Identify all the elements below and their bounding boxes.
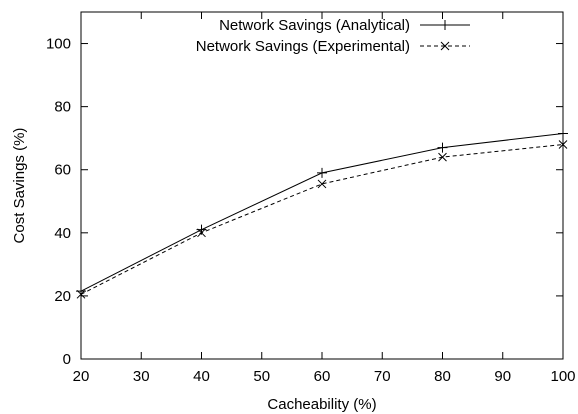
plot-border bbox=[80, 11, 564, 360]
x-tick-label: 90 bbox=[494, 368, 511, 385]
y-tick-label: 0 bbox=[63, 351, 71, 368]
data-point bbox=[558, 128, 568, 139]
series-layer bbox=[76, 128, 568, 299]
y-tick-label: 100 bbox=[46, 36, 71, 53]
y-tick-label: 80 bbox=[54, 99, 71, 116]
x-tick-label: 60 bbox=[314, 368, 331, 385]
x-axis-label: Cacheability (%) bbox=[267, 396, 376, 413]
data-point bbox=[558, 140, 568, 149]
plot-frame bbox=[80, 11, 564, 360]
series-2 bbox=[76, 140, 568, 299]
series-line bbox=[80, 132, 564, 292]
x-tick-label: 80 bbox=[434, 368, 451, 385]
y-tick-label: 40 bbox=[54, 225, 71, 242]
data-point bbox=[197, 228, 206, 238]
y-axis: 0 20 40 60 80 100 bbox=[46, 36, 563, 368]
y-tick-label: 20 bbox=[54, 288, 71, 305]
x-tick-label: 100 bbox=[550, 368, 575, 385]
data-point bbox=[76, 289, 86, 299]
y-tick-label: 60 bbox=[54, 162, 71, 179]
series-line bbox=[80, 143, 564, 295]
data-point bbox=[437, 142, 448, 153]
legend-marker bbox=[440, 41, 450, 51]
y-axis-label: Cost Savings (%) bbox=[11, 128, 28, 244]
legend: Network Savings (Analytical) Network Savi… bbox=[196, 17, 470, 55]
legend-item: Network Savings (Experimental) bbox=[196, 38, 470, 55]
x-tick-label: 40 bbox=[193, 368, 210, 385]
legend-label: Network Savings (Experimental) bbox=[196, 38, 410, 55]
legend-marker bbox=[440, 20, 450, 30]
data-point bbox=[317, 167, 327, 178]
data-point bbox=[317, 179, 327, 189]
x-tick-label: 20 bbox=[73, 368, 90, 385]
series-1 bbox=[76, 128, 568, 297]
x-tick-label: 50 bbox=[253, 368, 270, 385]
x-axis: 20 30 40 50 60 70 80 90 100 bbox=[73, 12, 576, 385]
data-point bbox=[438, 152, 447, 162]
legend-label: Network Savings (Analytical) bbox=[219, 17, 410, 34]
x-tick-label: 30 bbox=[133, 368, 150, 385]
legend-item: Network Savings (Analytical) bbox=[219, 17, 470, 34]
x-tick-label: 70 bbox=[374, 368, 391, 385]
